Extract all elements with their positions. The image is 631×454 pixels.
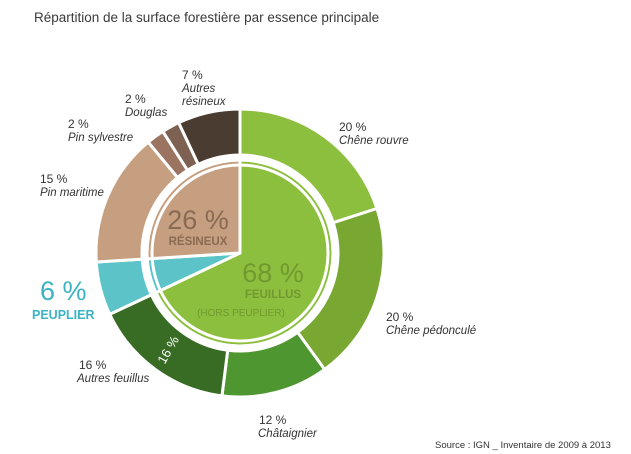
- label-resineux: 26 % RÉSINEUX: [167, 205, 229, 248]
- label-pct: 68 %: [242, 258, 304, 288]
- ring-separator: [145, 158, 335, 348]
- label-pct: 16 %: [79, 358, 107, 372]
- label-pct: 6 %: [40, 276, 87, 306]
- label-pct: 2 %: [68, 117, 89, 131]
- label-name: Pin sylvestre: [68, 132, 133, 144]
- slice-autres-resineux: [177, 107, 242, 166]
- label-pct: 12 %: [259, 413, 287, 427]
- label-pin-sylvestre: 2 % Pin sylvestre: [68, 117, 133, 144]
- label-name: Châtaignier: [258, 428, 318, 440]
- label-name: Autres feuillus: [76, 373, 149, 385]
- label-name: RÉSINEUX: [169, 235, 228, 248]
- chart-title: Répartition de la surface forestière par…: [34, 10, 379, 25]
- inner-ring: [145, 158, 335, 348]
- label-douglas: 2 % Douglas: [125, 92, 167, 119]
- label-peuplier: 6 % PEUPLIER: [32, 276, 95, 322]
- label-name: Chêne rouvre: [339, 135, 409, 147]
- label-name-sub: (HORS PEUPLIER): [197, 308, 285, 319]
- label-pct: 20 %: [386, 310, 414, 324]
- label-autres-feuillus: 16 % Autres feuillus: [76, 358, 149, 385]
- label-chene-rouvre: 20 % Chêne rouvre: [339, 120, 409, 147]
- label-name: PEUPLIER: [32, 308, 95, 322]
- label-pct: 15 %: [40, 172, 68, 186]
- label-pct: 20 %: [339, 120, 367, 134]
- label-name: Douglas: [125, 107, 167, 119]
- label-chene-pedoncule: 20 % Chêne pédonculé: [386, 310, 476, 337]
- hub-outline: [150, 163, 330, 343]
- label-chataignier: 12 % Châtaignier: [258, 413, 318, 440]
- label-pin-maritime: 15 % Pin maritime: [40, 172, 104, 199]
- label-name-line1: Autres: [181, 83, 215, 95]
- label-autres-resineux: 7 % Autres résineux: [181, 68, 227, 108]
- label-feuillus: 68 % FEUILLUS (HORS PEUPLIER): [197, 258, 304, 319]
- label-name: Pin maritime: [40, 187, 104, 199]
- label-pct: 2 %: [125, 92, 146, 106]
- label-name: FEUILLUS: [245, 289, 302, 301]
- outer-ring: [94, 107, 386, 399]
- label-name-line2: résineux: [182, 96, 227, 108]
- label-pct: 7 %: [182, 68, 203, 82]
- source-note: Source : IGN _ Inventaire de 2009 à 2013: [435, 440, 611, 451]
- label-name: Chêne pédonculé: [386, 325, 476, 337]
- label-pct: 26 %: [167, 205, 229, 235]
